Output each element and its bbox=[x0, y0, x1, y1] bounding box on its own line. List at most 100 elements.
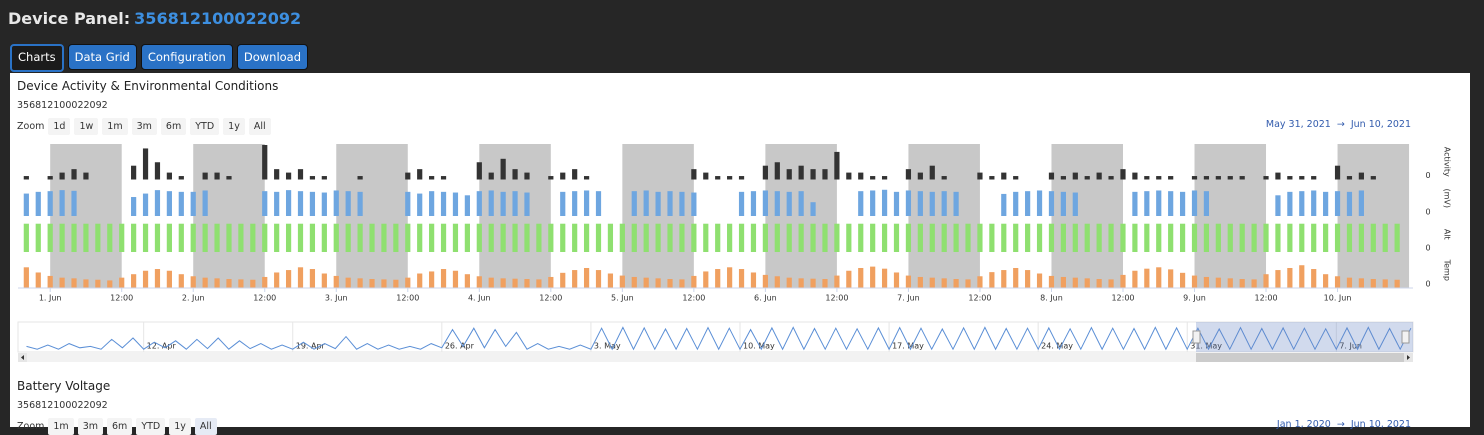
bar bbox=[476, 223, 482, 252]
x-tick-label: 12:00 bbox=[1111, 294, 1134, 303]
bar bbox=[131, 274, 137, 288]
scrollbar-thumb bbox=[1196, 353, 1413, 362]
bar bbox=[643, 277, 649, 288]
tab[interactable]: Configuration bbox=[140, 44, 233, 70]
bar bbox=[953, 223, 959, 252]
tab[interactable]: Charts bbox=[10, 44, 64, 72]
range-to: Jun 10, 2021 bbox=[1350, 419, 1411, 430]
bar bbox=[1203, 191, 1210, 216]
bar bbox=[1084, 278, 1090, 288]
bar bbox=[119, 223, 125, 252]
bar bbox=[583, 176, 590, 180]
bar bbox=[1013, 191, 1019, 216]
bar bbox=[1215, 223, 1221, 252]
bar bbox=[524, 172, 530, 180]
bar bbox=[83, 279, 89, 288]
bar bbox=[214, 278, 220, 288]
bar bbox=[1215, 176, 1221, 180]
bar bbox=[369, 279, 375, 288]
axis-title: Activity bbox=[1443, 147, 1452, 177]
bar bbox=[107, 280, 113, 288]
navigator-line bbox=[26, 326, 1412, 351]
bar bbox=[1179, 272, 1186, 288]
tab[interactable]: Download bbox=[236, 44, 309, 70]
bar bbox=[250, 223, 256, 252]
bar bbox=[1072, 277, 1078, 288]
bar bbox=[1108, 176, 1114, 180]
zoom-button[interactable]: 1y bbox=[223, 118, 245, 135]
bar bbox=[679, 279, 685, 288]
bar bbox=[166, 191, 172, 216]
bar bbox=[1179, 191, 1186, 216]
x-tick-label: 10. Jun bbox=[1324, 294, 1352, 303]
bar bbox=[1144, 223, 1150, 252]
zoom-button[interactable]: 1m bbox=[102, 118, 128, 135]
bar bbox=[1203, 276, 1210, 288]
bar bbox=[23, 223, 29, 252]
bar bbox=[715, 176, 721, 180]
bar bbox=[202, 277, 208, 288]
zoom-button[interactable]: All bbox=[248, 118, 271, 135]
bar bbox=[131, 197, 137, 216]
navigator-frame bbox=[17, 321, 1414, 353]
bar bbox=[1060, 276, 1066, 288]
tab[interactable]: Data Grid bbox=[67, 44, 137, 70]
bar bbox=[321, 273, 327, 288]
device-id: 356812100022092 bbox=[134, 9, 302, 28]
bar bbox=[572, 169, 578, 180]
navigator-handle bbox=[1192, 330, 1201, 344]
bar bbox=[524, 192, 530, 216]
bar bbox=[750, 272, 757, 288]
bar bbox=[1084, 223, 1090, 252]
bar bbox=[285, 223, 292, 252]
bar bbox=[488, 172, 494, 180]
bar bbox=[1156, 190, 1162, 216]
bar bbox=[345, 191, 351, 216]
bar bbox=[941, 191, 947, 216]
x-tick-label: 7. Jun bbox=[1339, 342, 1362, 351]
bar bbox=[71, 190, 77, 216]
bar bbox=[71, 223, 77, 252]
bar bbox=[822, 169, 828, 180]
bar bbox=[1382, 223, 1388, 252]
bar bbox=[417, 169, 423, 180]
bar bbox=[560, 172, 566, 180]
bar bbox=[834, 151, 840, 180]
bar bbox=[703, 223, 709, 252]
bar bbox=[429, 191, 435, 216]
bar bbox=[1132, 223, 1138, 252]
bar bbox=[691, 223, 697, 252]
bar bbox=[1025, 191, 1031, 216]
x-tick-label: 7. Jun bbox=[897, 294, 920, 303]
bar bbox=[309, 223, 316, 252]
zoom-button[interactable]: YTD bbox=[190, 118, 220, 135]
zoom-button[interactable]: 6m bbox=[160, 118, 187, 135]
bar bbox=[405, 223, 411, 252]
bar bbox=[214, 172, 220, 180]
bar bbox=[23, 193, 29, 216]
x-tick-label: 12:00 bbox=[682, 294, 705, 303]
bar bbox=[83, 172, 89, 180]
bar bbox=[285, 270, 292, 288]
bar bbox=[297, 191, 304, 216]
bar bbox=[381, 279, 387, 288]
bar bbox=[810, 223, 816, 252]
zoom-button[interactable]: 1w bbox=[74, 118, 99, 135]
bar bbox=[309, 269, 316, 288]
bar bbox=[989, 223, 995, 252]
zoom-button[interactable]: 1d bbox=[48, 118, 71, 135]
x-tick-label: 24. May bbox=[1041, 342, 1073, 351]
bar bbox=[655, 278, 661, 288]
bar bbox=[548, 276, 554, 288]
bar bbox=[1311, 269, 1317, 288]
bar bbox=[798, 165, 804, 180]
bar bbox=[1036, 273, 1043, 288]
bar bbox=[858, 267, 864, 288]
zoom-button[interactable]: 3m bbox=[131, 118, 157, 135]
bar bbox=[393, 223, 399, 252]
bar bbox=[35, 272, 41, 288]
date-range: May 31, 2021 → Jun 10, 2021 bbox=[1260, 119, 1411, 130]
bar bbox=[357, 176, 363, 180]
bar bbox=[202, 223, 208, 252]
bar bbox=[202, 172, 208, 180]
